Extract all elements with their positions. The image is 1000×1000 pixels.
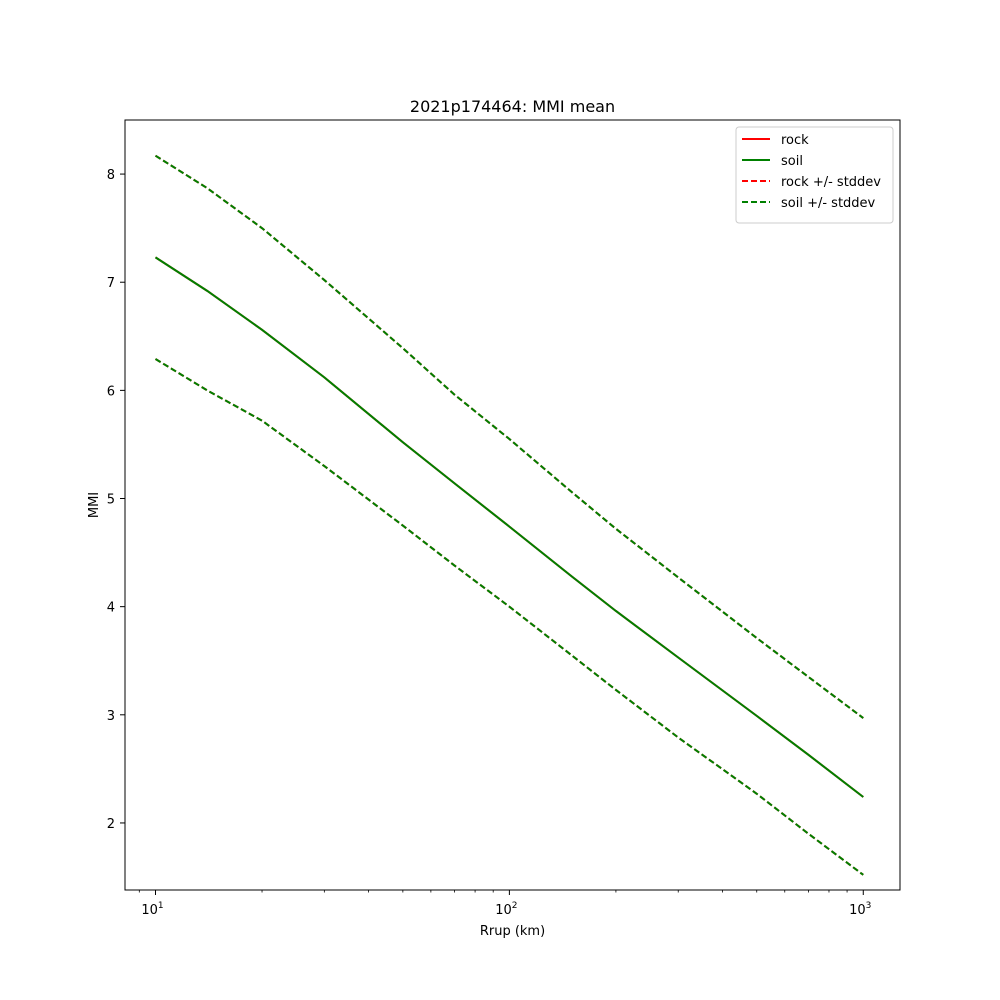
series-line-1 — [154, 256, 864, 798]
y-tick-label-4: 6 — [107, 384, 115, 399]
y-tick-label-3: 5 — [107, 493, 115, 508]
y-tick-label-1: 3 — [107, 709, 115, 724]
series-line-4 — [154, 154, 864, 719]
x-tick-label-base: 10 — [849, 903, 866, 918]
chart-title: 2021p174464: MMI mean — [410, 97, 615, 116]
y-tick-label-5: 7 — [107, 276, 115, 291]
legend: rock soil rock +/- stddev soil +/- stddev — [735, 126, 894, 224]
series-layer — [154, 154, 864, 876]
series-line-5 — [154, 358, 864, 876]
x-tick-label-1: 102 — [495, 901, 517, 918]
x-tick-label-2: 103 — [849, 901, 871, 918]
plot-frame — [124, 119, 901, 891]
x-tick-label-base: 10 — [141, 903, 158, 918]
x-tick-label-exponent: 3 — [866, 901, 872, 911]
x-axis: 101 102 103 — [138, 890, 871, 918]
y-tick-label-6: 8 — [107, 168, 115, 183]
y-tick-label-2: 4 — [107, 601, 115, 616]
y-axis: 2 3 4 5 6 7 8 — [107, 168, 125, 832]
legend-box — [735, 126, 894, 224]
legend-label-0: rock — [781, 133, 809, 148]
y-tick-label-0: 2 — [107, 817, 115, 832]
x-axis-label: Rrup (km) — [480, 924, 545, 939]
y-axis-label: MMI — [87, 492, 102, 518]
legend-label-1: soil — [781, 154, 803, 169]
x-tick-label-exponent: 2 — [512, 901, 518, 911]
x-tick-label-base: 10 — [495, 903, 512, 918]
legend-label-3: soil +/- stddev — [781, 196, 876, 211]
x-tick-label-exponent: 1 — [158, 901, 164, 911]
x-tick-label-0: 101 — [141, 901, 163, 918]
legend-label-2: rock +/- stddev — [781, 175, 881, 190]
